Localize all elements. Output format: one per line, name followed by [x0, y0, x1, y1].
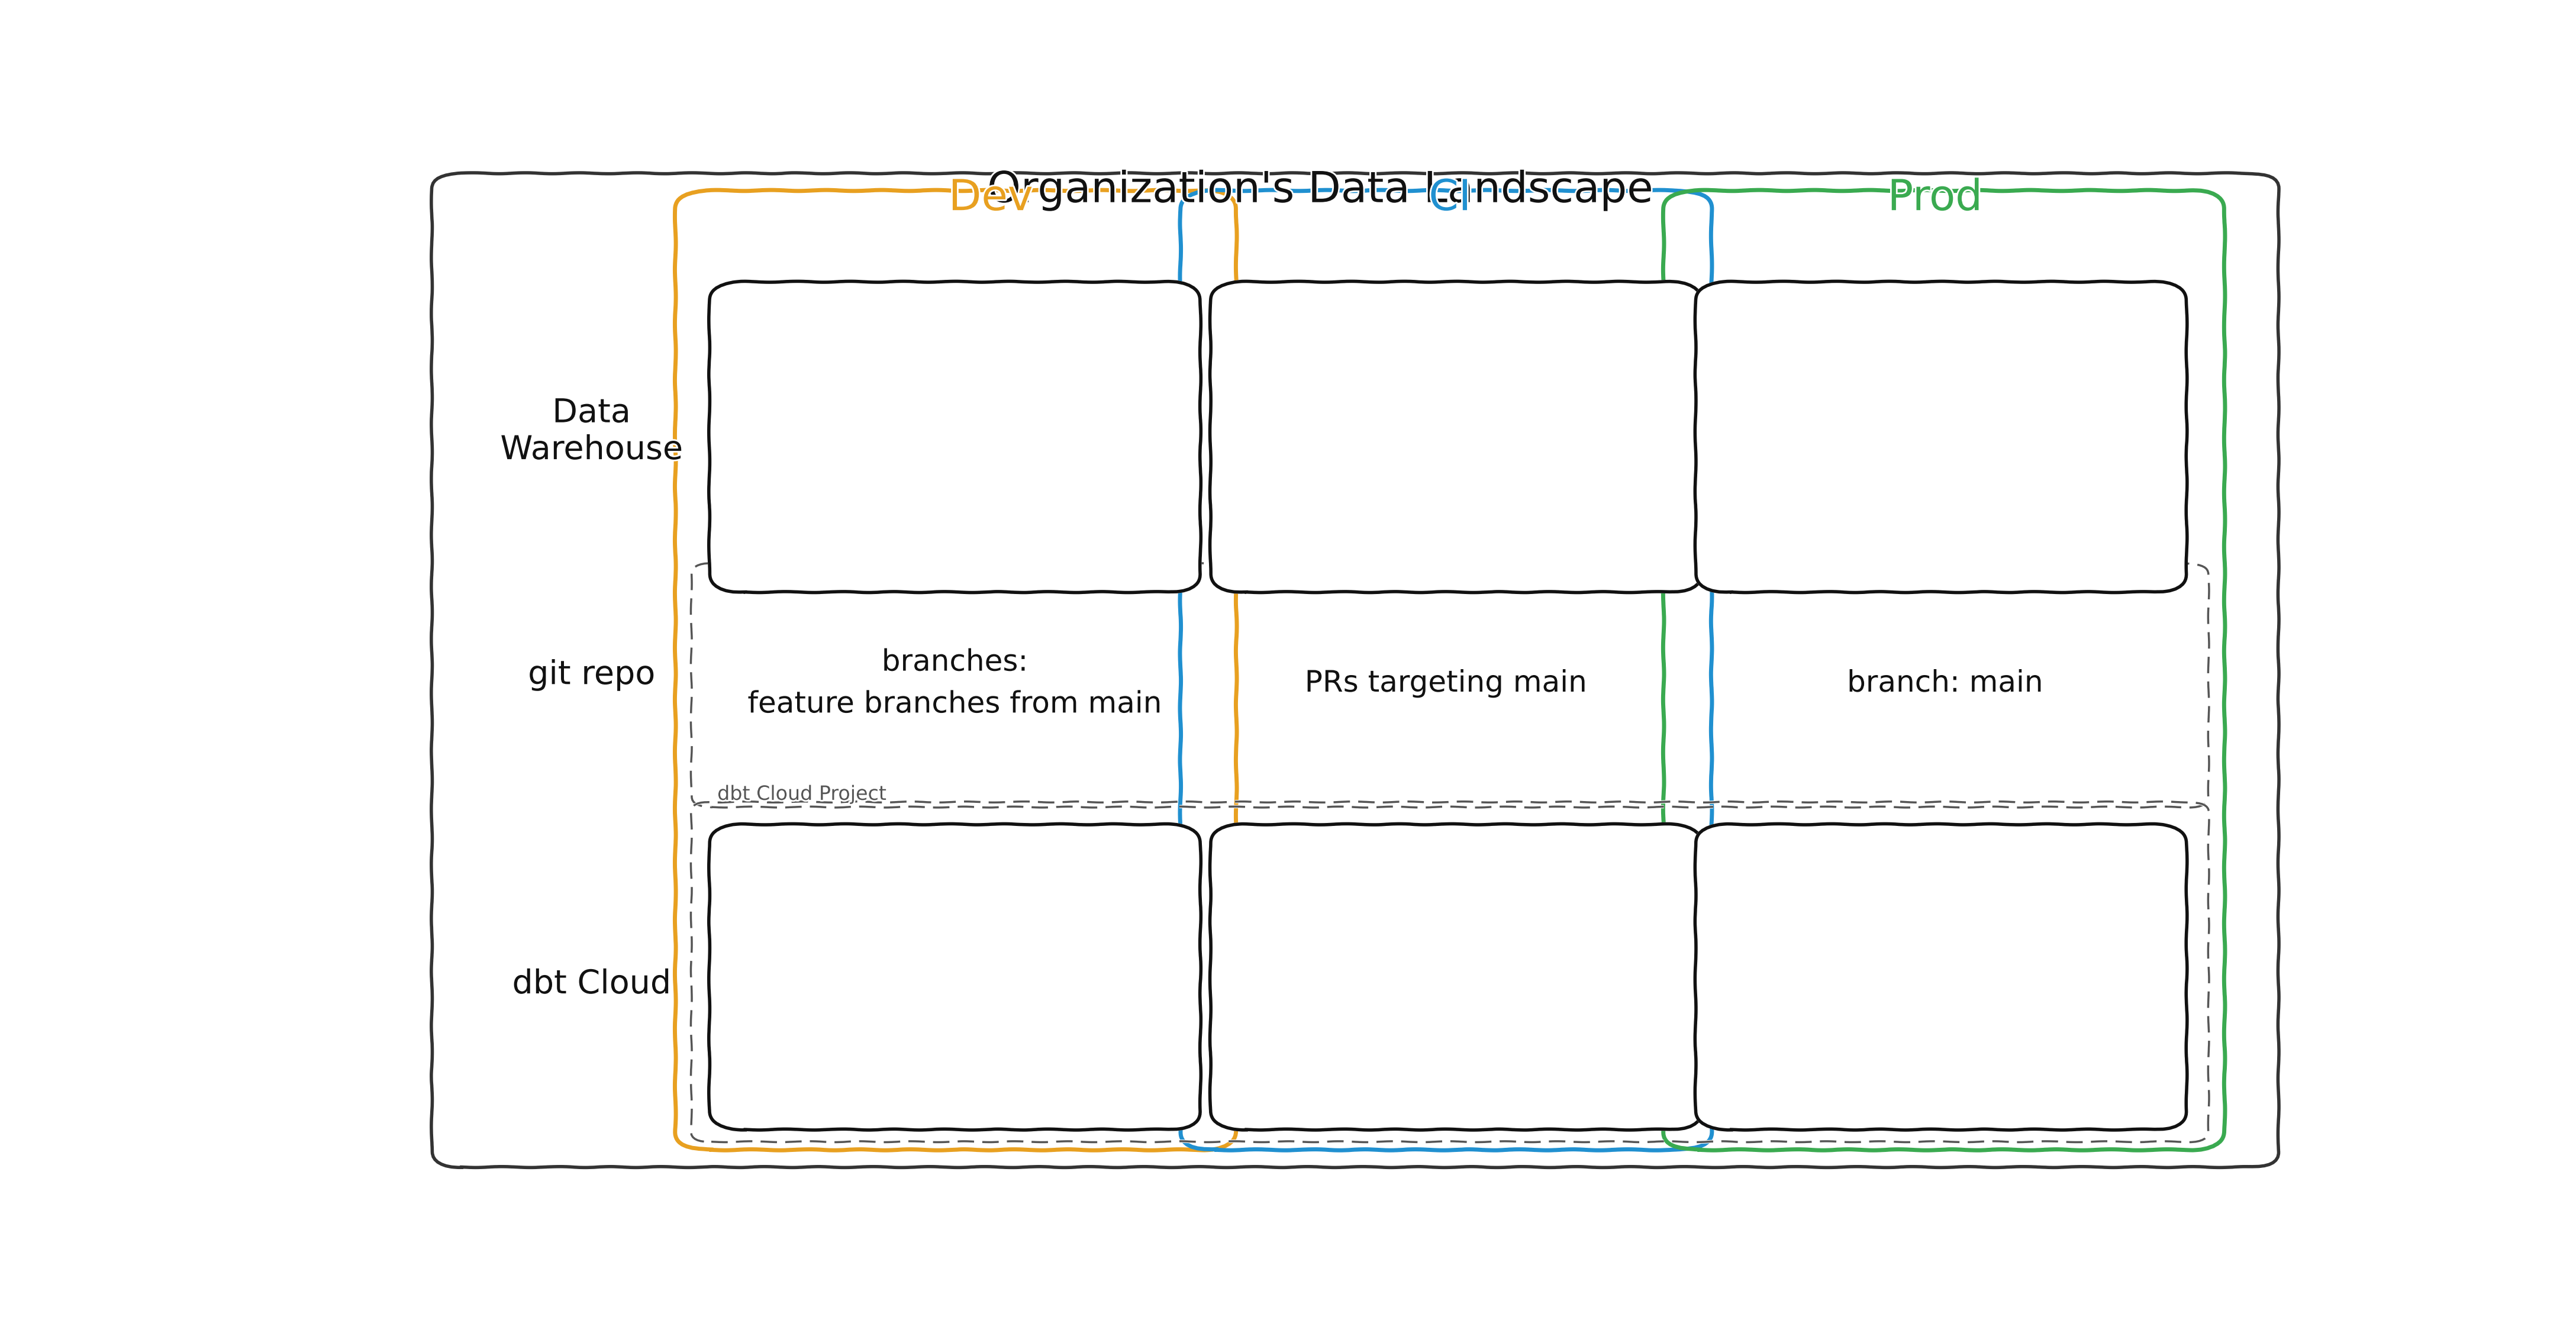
Text: Env Name:
Development (IDE)

Jobs:
none: Env Name: Development (IDE) Jobs: none	[814, 878, 1095, 1075]
Text: branch: main: branch: main	[1847, 669, 2043, 698]
FancyBboxPatch shape	[1211, 824, 1703, 1130]
Text: Dev: Dev	[948, 178, 1033, 219]
FancyBboxPatch shape	[1695, 282, 2187, 593]
FancyBboxPatch shape	[433, 174, 2280, 1167]
Text: QA DB
(temporary PR schemas): QA DB (temporary PR schemas)	[1273, 402, 1638, 471]
Text: dbt Cloud: dbt Cloud	[513, 968, 670, 1001]
Text: Prod: Prod	[1888, 178, 1984, 219]
Text: branches:
feature branches from main: branches: feature branches from main	[747, 648, 1162, 719]
Text: Env Name:
CI

Jobs:
Slim CI: feature branch > main: Env Name: CI Jobs: Slim CI: feature bran…	[1226, 878, 1685, 1075]
Text: Organization's Data Landscape: Organization's Data Landscape	[987, 170, 1654, 211]
Text: Data
Warehouse: Data Warehouse	[500, 398, 683, 466]
Text: CI: CI	[1430, 178, 1471, 219]
Text: Env Name:
Producation

Jobs:
Scheduled jobs: Env Name: Producation Jobs: Scheduled jo…	[1829, 878, 2053, 1075]
Text: Dev DB
(user-specific schemas): Dev DB (user-specific schemas)	[781, 402, 1128, 471]
Text: Prod DB
(production schemas): Prod DB (production schemas)	[1780, 402, 2102, 471]
FancyBboxPatch shape	[1695, 824, 2187, 1130]
Text: git repo: git repo	[528, 660, 654, 691]
FancyBboxPatch shape	[1211, 282, 1703, 593]
FancyBboxPatch shape	[708, 824, 1200, 1130]
FancyBboxPatch shape	[708, 282, 1200, 593]
Text: dbt Cloud Project: dbt Cloud Project	[716, 785, 886, 803]
Text: PRs targeting main: PRs targeting main	[1303, 669, 1587, 698]
Text: dbt_repo: dbt_repo	[716, 545, 804, 566]
